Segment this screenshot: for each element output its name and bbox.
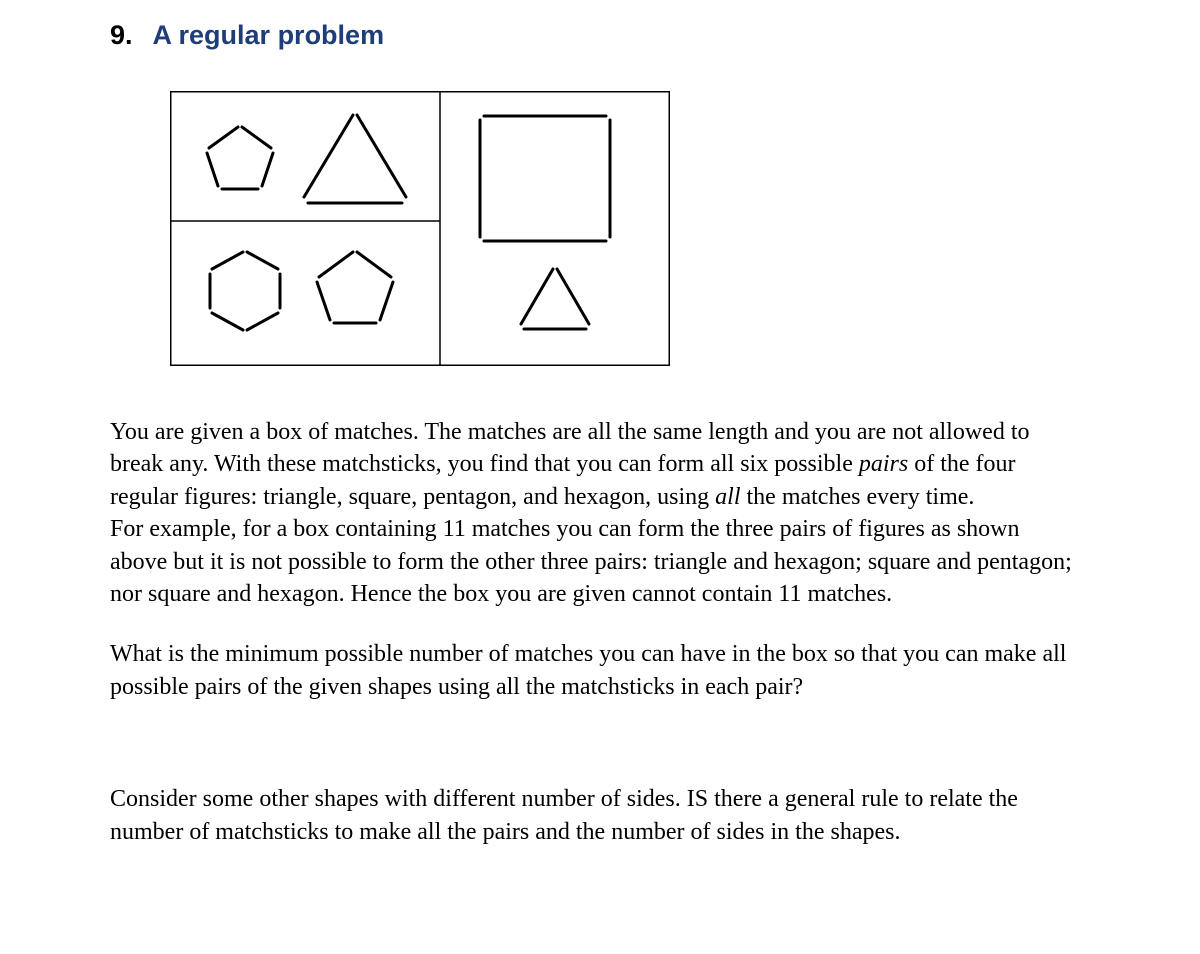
p1-text-3: the matches every time.: [741, 484, 975, 510]
problem-number: 9.: [110, 20, 133, 50]
figure-container: [170, 91, 1080, 371]
problem-heading: 9. A regular problem: [110, 20, 1080, 51]
paragraph-3: Consider some other shapes with differen…: [110, 783, 1080, 848]
paragraph-1: You are given a box of matches. The matc…: [110, 416, 1080, 610]
matchstick-figure: [170, 91, 670, 366]
p1-italic-pairs: pairs: [859, 451, 908, 477]
paragraph-2: What is the minimum possible number of m…: [110, 638, 1080, 703]
problem-title: A regular problem: [153, 20, 385, 50]
p1-line2: For example, for a box containing 11 mat…: [110, 516, 1072, 607]
p1-italic-all: all: [715, 484, 740, 510]
